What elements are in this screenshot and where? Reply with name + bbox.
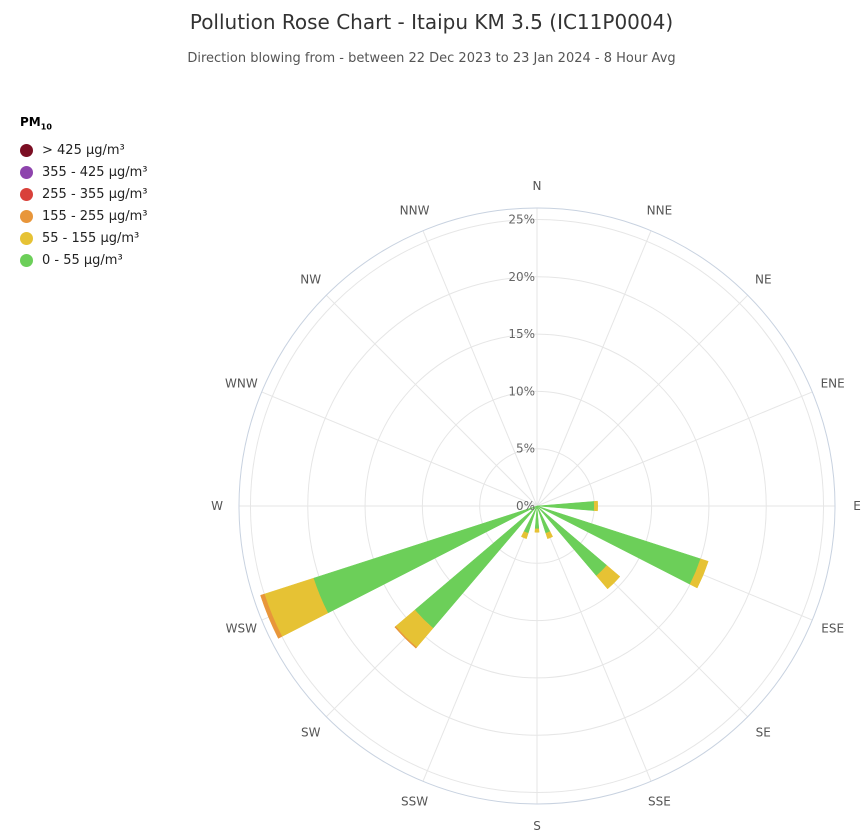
legend-label: 155 - 255 µg/m³ <box>42 208 148 224</box>
grid-spoke <box>422 230 538 507</box>
direction-label: SSW <box>401 795 428 809</box>
grid-spoke <box>536 391 813 507</box>
chart-subtitle: Direction blowing from - between 22 Dec … <box>187 51 676 66</box>
legend-marker-icon <box>20 253 33 267</box>
rose-bar-segment <box>545 531 554 540</box>
radial-tick-label: 0% <box>516 499 535 513</box>
rose-bar-segment <box>313 505 538 614</box>
direction-label: W <box>211 499 223 513</box>
direction-label: NNW <box>400 203 430 217</box>
direction-label: N <box>533 179 542 193</box>
legend-item[interactable]: 55 - 155 µg/m³ <box>20 227 148 249</box>
chart-title: Pollution Rose Chart - Itaipu KM 3.5 (IC… <box>189 10 674 34</box>
legend-title-sub: 10 <box>40 122 52 132</box>
direction-label: WNW <box>225 377 258 391</box>
grid-spoke <box>261 391 538 507</box>
direction-label: ESE <box>821 621 844 635</box>
direction-label: NNE <box>647 203 673 217</box>
rose-bar-segment <box>414 505 538 629</box>
outer-ring <box>238 207 836 805</box>
rose-bar-segment <box>596 565 621 590</box>
radial-tick-label: 15% <box>508 327 535 341</box>
radial-tick-label: 10% <box>508 384 535 398</box>
direction-label: SE <box>756 725 771 739</box>
legend-marker-icon <box>20 165 33 179</box>
legend-title: PM10 <box>20 115 148 131</box>
rose-bar-segment <box>520 531 529 540</box>
direction-label: WSW <box>226 621 257 635</box>
rose-bar-segment <box>534 528 540 533</box>
legend-title-main: PM <box>20 115 41 129</box>
legend-item[interactable]: 355 - 425 µg/m³ <box>20 161 148 183</box>
legend-item[interactable]: 255 - 355 µg/m³ <box>20 183 148 205</box>
rose-bar-segment <box>689 558 709 589</box>
grid-spoke <box>536 230 652 507</box>
radial-tick-label: 5% <box>516 442 535 456</box>
legend-item[interactable]: 155 - 255 µg/m³ <box>20 205 148 227</box>
legend-marker-icon <box>20 187 33 201</box>
legend-label: 255 - 355 µg/m³ <box>42 186 148 202</box>
legend: PM10 > 425 µg/m³ 355 - 425 µg/m³ 255 - 355… <box>20 115 148 271</box>
rose-bar-segment <box>536 505 608 577</box>
grid-spoke <box>536 505 652 782</box>
legend-items: > 425 µg/m³ 355 - 425 µg/m³ 255 - 355 µg/m… <box>20 139 148 271</box>
rose-bar-segment <box>536 505 701 585</box>
legend-item[interactable]: > 425 µg/m³ <box>20 139 148 161</box>
direction-label: ENE <box>821 377 845 391</box>
legend-marker-icon <box>20 231 33 245</box>
radial-tick-label: 25% <box>508 212 535 226</box>
direction-label: S <box>533 819 541 830</box>
radial-tick-label: 20% <box>508 270 535 284</box>
direction-label: NE <box>755 273 772 287</box>
grid-spoke <box>325 294 538 507</box>
legend-label: 55 - 155 µg/m³ <box>42 230 140 246</box>
direction-label: NW <box>300 273 321 287</box>
legend-item[interactable]: 0 - 55 µg/m³ <box>20 249 148 271</box>
direction-label: E <box>853 499 861 513</box>
legend-label: 355 - 425 µg/m³ <box>42 164 148 180</box>
grid-spoke <box>536 294 749 507</box>
legend-marker-icon <box>20 143 33 157</box>
direction-label: SW <box>301 725 321 739</box>
grid-spoke <box>422 505 538 782</box>
legend-label: > 425 µg/m³ <box>42 142 125 158</box>
direction-label: SSE <box>648 795 671 809</box>
rose-bar-segment <box>260 593 283 639</box>
rose-bar-segment <box>593 500 598 512</box>
rose-bar-segment <box>394 625 418 649</box>
legend-label: 0 - 55 µg/m³ <box>42 252 123 268</box>
legend-marker-icon <box>20 209 33 223</box>
